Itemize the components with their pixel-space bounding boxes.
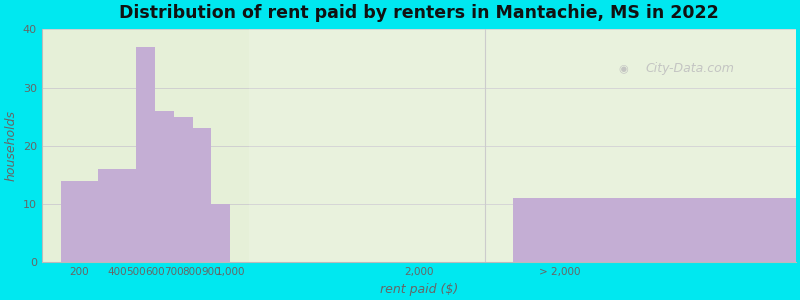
Bar (61, 181, 98, 262)
Bar (155, 111, 174, 262)
Bar (98, 169, 136, 262)
Text: City-Data.com: City-Data.com (645, 62, 734, 75)
Bar (513, 198, 796, 262)
Bar (193, 128, 211, 262)
Text: ◉: ◉ (618, 64, 628, 74)
Y-axis label: households: households (4, 110, 17, 181)
Bar (174, 117, 193, 262)
Title: Distribution of rent paid by renters in Mantachie, MS in 2022: Distribution of rent paid by renters in … (119, 4, 718, 22)
X-axis label: rent paid ($): rent paid ($) (380, 283, 458, 296)
Bar (211, 204, 230, 262)
Bar (136, 47, 155, 262)
